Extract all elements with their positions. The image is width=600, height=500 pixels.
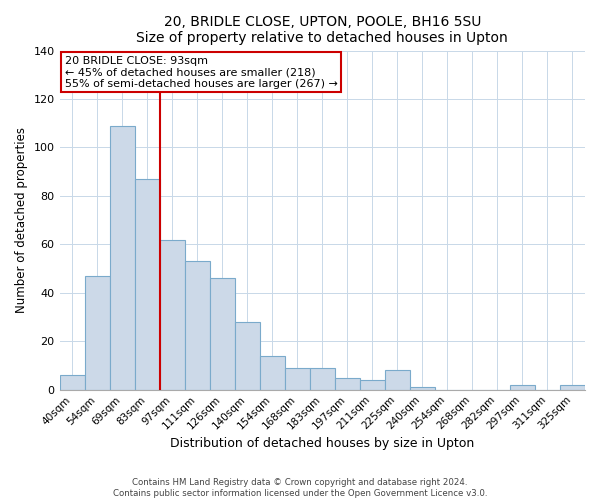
Y-axis label: Number of detached properties: Number of detached properties [15, 127, 28, 313]
Bar [160, 240, 185, 390]
Bar [285, 368, 310, 390]
Bar [260, 356, 285, 390]
Text: 20 BRIDLE CLOSE: 93sqm
← 45% of detached houses are smaller (218)
55% of semi-de: 20 BRIDLE CLOSE: 93sqm ← 45% of detached… [65, 56, 338, 89]
Bar [59, 375, 85, 390]
X-axis label: Distribution of detached houses by size in Upton: Distribution of detached houses by size … [170, 437, 475, 450]
Bar [134, 179, 160, 390]
Bar [85, 276, 110, 390]
Bar [209, 278, 235, 390]
Bar [560, 385, 585, 390]
Bar [235, 322, 260, 390]
Bar [510, 385, 535, 390]
Title: 20, BRIDLE CLOSE, UPTON, POOLE, BH16 5SU
Size of property relative to detached h: 20, BRIDLE CLOSE, UPTON, POOLE, BH16 5SU… [136, 15, 508, 45]
Text: Contains HM Land Registry data © Crown copyright and database right 2024.
Contai: Contains HM Land Registry data © Crown c… [113, 478, 487, 498]
Bar [110, 126, 134, 390]
Bar [360, 380, 385, 390]
Bar [410, 388, 435, 390]
Bar [385, 370, 410, 390]
Bar [185, 262, 209, 390]
Bar [335, 378, 360, 390]
Bar [310, 368, 335, 390]
